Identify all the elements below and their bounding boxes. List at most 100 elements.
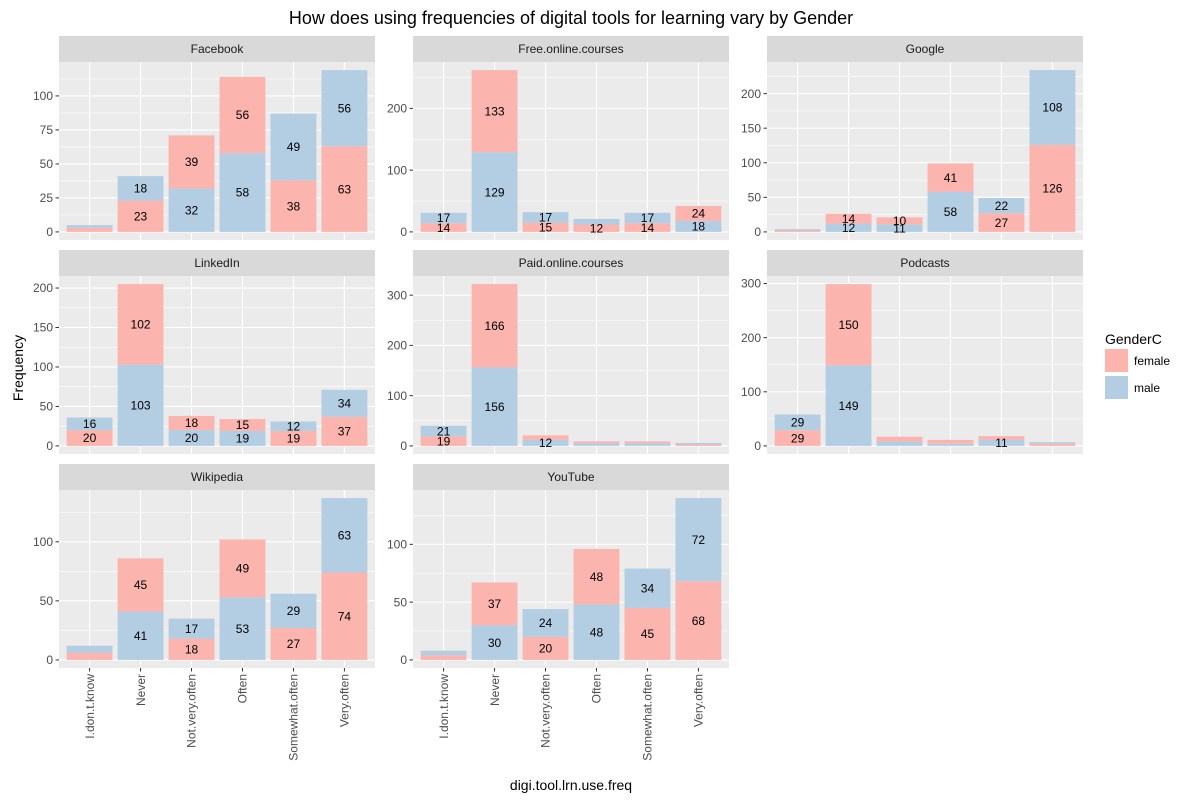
y-tick-label: 100 — [387, 389, 407, 403]
bar-label-google-very-often-female: 126 — [1042, 182, 1062, 196]
bar-wikipedia-often-female — [219, 539, 266, 598]
bar-youtube-never-male — [471, 625, 518, 660]
bar-label-free-online-courses-somewhat-often-female: 14 — [641, 221, 655, 235]
bar-google-never-male — [825, 223, 872, 232]
y-tick-label: 50 — [394, 595, 408, 609]
x-tick-label-very-often: Very.often — [692, 674, 706, 727]
bar-label-podcasts-never-female: 150 — [839, 318, 859, 332]
bar-label-wikipedia-often-male: 53 — [236, 622, 250, 636]
bar-label-youtube-very-often-female: 68 — [692, 614, 706, 628]
bar-linkedin-often-female — [219, 419, 266, 431]
bar-podcasts-i-don-t-know-female — [774, 430, 821, 446]
bar-wikipedia-very-often-male — [321, 498, 368, 573]
bar-label-linkedin-very-often-male: 34 — [338, 396, 352, 410]
bar-label-free-online-courses-very-often-female: 24 — [692, 207, 706, 221]
bar-label-free-online-courses-not-very-often-male: 17 — [539, 211, 553, 225]
x-tick-label-often: Often — [236, 674, 250, 703]
bar-google-somewhat-often-male — [978, 198, 1025, 214]
bar-label-podcasts-i-don-t-know-female: 29 — [791, 431, 805, 445]
facet-title: YouTube — [547, 470, 594, 484]
bar-labels: 23 18 32 39 58 56 38 49 63 56 — [134, 101, 352, 223]
y-tick-label: 100 — [741, 156, 761, 170]
bar-facebook-never-male — [117, 176, 164, 201]
bar-google-somewhat-often-female — [978, 213, 1025, 232]
bar-youtube-very-often-male — [675, 498, 722, 582]
bar-paid-online-courses-i-don-t-know-female — [420, 436, 467, 446]
bar-wikipedia-i-don-t-know-female — [66, 652, 113, 660]
bar-wikipedia-not-very-often-female — [168, 638, 215, 660]
x-tick-label-i-don-t-know: I.don.t.know — [83, 674, 97, 739]
bar-label-facebook-never-male: 18 — [134, 182, 148, 196]
bar-label-linkedin-i-don-t-know-male: 16 — [83, 417, 97, 431]
y-tick-label: 100 — [33, 360, 53, 374]
bars — [66, 498, 368, 660]
facet-strip — [59, 250, 375, 276]
bar-youtube-often-female — [573, 548, 620, 605]
bar-labels: 41 45 18 17 53 49 27 29 74 63 — [134, 528, 352, 656]
bar-facebook-very-often-female — [321, 146, 368, 232]
bar-facebook-not-very-often-male — [168, 188, 215, 232]
bars — [774, 70, 1076, 232]
y-tick-label: 300 — [387, 288, 407, 302]
y-tick-label: 200 — [33, 281, 53, 295]
bar-wikipedia-very-often-female — [321, 572, 368, 660]
bar-paid-online-courses-never-male — [471, 367, 518, 446]
bar-podcasts-somewhat-often-male — [978, 439, 1025, 446]
facet-strip — [59, 36, 375, 62]
bar-label-paid-online-courses-i-don-t-know-male: 21 — [437, 424, 451, 438]
bar-label-youtube-somewhat-often-female: 45 — [641, 627, 655, 641]
bar-label-free-online-courses-i-don-t-know-male: 17 — [437, 211, 451, 225]
bar-label-google-somewhat-often-female: 27 — [995, 216, 1009, 230]
bar-free-online-courses-never-male — [471, 152, 518, 232]
bar-wikipedia-somewhat-often-female — [270, 628, 317, 660]
bar-youtube-not-very-often-male — [522, 609, 569, 637]
y-tick-label: 300 — [741, 277, 761, 291]
bar-facebook-very-often-male — [321, 70, 368, 147]
y-tick-label: 50 — [40, 594, 54, 608]
panel-background — [413, 276, 729, 454]
y-tick-label: 100 — [33, 535, 53, 549]
bar-label-free-online-courses-very-often-male: 18 — [692, 220, 706, 234]
bar-facebook-never-female — [117, 200, 164, 232]
y-tick-label: 0 — [46, 653, 53, 667]
facet-title: Paid.online.courses — [519, 256, 624, 270]
bar-label-google-never-male: 12 — [842, 221, 856, 235]
bar-free-online-courses-somewhat-often-male — [624, 212, 671, 224]
x-tick-label-never: Never — [488, 674, 502, 706]
bar-linkedin-never-female — [117, 284, 164, 365]
facet-title: Google — [906, 42, 945, 56]
bar-wikipedia-never-female — [117, 558, 164, 612]
bar-label-paid-online-courses-i-don-t-know-female: 19 — [437, 434, 451, 448]
bar-label-wikipedia-never-male: 41 — [134, 629, 148, 643]
legend-entry-male: male — [1105, 376, 1160, 399]
bar-label-wikipedia-often-female: 49 — [236, 562, 250, 576]
bar-free-online-courses-often-male — [573, 218, 620, 225]
y-tick-label: 100 — [741, 385, 761, 399]
bar-label-wikipedia-somewhat-often-female: 27 — [287, 637, 301, 651]
bar-label-linkedin-very-often-female: 37 — [338, 425, 352, 439]
bar-facebook-not-very-often-female — [168, 135, 215, 189]
chart-title: How does using frequencies of digital to… — [289, 8, 853, 28]
legend: GenderC female male — [1105, 331, 1170, 399]
bar-wikipedia-often-male — [219, 597, 266, 660]
facet-facebook: Facebook 23 18 32 39 58 56 38 49 63 56 0 25 50 75 100 — [33, 36, 375, 240]
bar-wikipedia-somewhat-often-male — [270, 593, 317, 629]
bar-youtube-somewhat-often-female — [624, 607, 671, 660]
bar-podcasts-not-very-often-female — [876, 436, 923, 442]
bar-label-podcasts-somewhat-often-male: 11 — [995, 436, 1008, 450]
y-tick-label: 0 — [46, 225, 53, 239]
bar-youtube-i-don-t-know-male — [420, 650, 467, 656]
bar-linkedin-never-male — [117, 364, 164, 446]
y-tick-label: 50 — [40, 157, 54, 171]
bar-free-online-courses-not-very-often-female — [522, 222, 569, 232]
bar-label-facebook-never-female: 23 — [134, 209, 148, 223]
bar-free-online-courses-never-female — [471, 70, 518, 153]
bar-youtube-not-very-often-female — [522, 636, 569, 660]
bar-label-wikipedia-somewhat-often-male: 29 — [287, 604, 301, 618]
facet-title: LinkedIn — [194, 256, 239, 270]
legend-key-female — [1105, 349, 1128, 372]
